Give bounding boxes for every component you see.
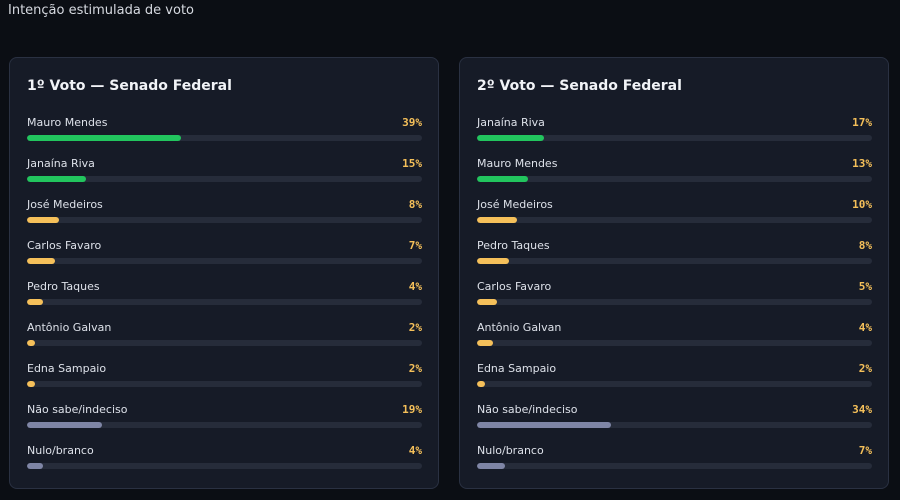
bar-fill <box>477 422 612 428</box>
bar-fill <box>477 340 493 346</box>
bar-fill <box>27 176 87 182</box>
bar-value: 8% <box>858 239 872 252</box>
bar-row: Não sabe/indeciso 34% <box>477 403 872 444</box>
bar-track <box>477 340 872 346</box>
bar-row: Nulo/branco 4% <box>27 444 422 485</box>
bar-value: 7% <box>858 444 872 457</box>
bar-fill <box>477 258 509 264</box>
bar-row: Pedro Taques 4% <box>27 280 422 321</box>
bar-track <box>477 463 872 469</box>
bar-row: Janaína Riva 15% <box>27 157 422 198</box>
bar-list: Mauro Mendes 39% Janaína Riva 15% José Medei… <box>27 116 422 485</box>
bar-value: 34% <box>852 403 872 416</box>
bar-label: Janaína Riva <box>477 116 545 129</box>
bar-row: José Medeiros 8% <box>27 198 422 239</box>
bar-fill <box>27 135 182 141</box>
bar-row: Edna Sampaio 2% <box>477 362 872 403</box>
bar-fill <box>27 463 43 469</box>
bar-label: Não sabe/indeciso <box>477 403 578 416</box>
bar-track <box>477 422 872 428</box>
bar-fill <box>27 340 35 346</box>
bar-value: 7% <box>408 239 422 252</box>
bar-label: Antônio Galvan <box>27 321 112 334</box>
bar-row: Pedro Taques 8% <box>477 239 872 280</box>
bar-row: Antônio Galvan 4% <box>477 321 872 362</box>
bar-value: 2% <box>408 362 422 375</box>
bar-track <box>27 299 422 305</box>
bar-label: Janaína Riva <box>27 157 95 170</box>
bar-list: Janaína Riva 17% Mauro Mendes 13% José Medei… <box>477 116 872 485</box>
bar-track <box>477 299 872 305</box>
bar-row: Não sabe/indeciso 19% <box>27 403 422 444</box>
bar-row: Mauro Mendes 13% <box>477 157 872 198</box>
bar-label: Nulo/branco <box>27 444 94 457</box>
bar-value: 19% <box>402 403 422 416</box>
bar-fill <box>27 299 43 305</box>
bar-track <box>27 258 422 264</box>
bar-fill <box>477 381 485 387</box>
bar-track <box>27 217 422 223</box>
bar-value: 4% <box>858 321 872 334</box>
bar-fill <box>27 258 55 264</box>
bar-value: 5% <box>858 280 872 293</box>
bar-value: 10% <box>852 198 872 211</box>
bar-track <box>477 135 872 141</box>
bar-track <box>27 340 422 346</box>
bar-fill <box>477 176 529 182</box>
bar-label: Edna Sampaio <box>27 362 107 375</box>
bar-fill <box>477 217 517 223</box>
bar-fill <box>477 463 505 469</box>
bar-row: Edna Sampaio 2% <box>27 362 422 403</box>
bar-label: Carlos Favaro <box>477 280 552 293</box>
bar-fill <box>27 422 103 428</box>
bar-track <box>477 176 872 182</box>
card-title: 2º Voto — Senado Federal <box>477 78 682 94</box>
bar-label: José Medeiros <box>477 198 553 211</box>
bar-track <box>477 381 872 387</box>
bar-label: Antônio Galvan <box>477 321 562 334</box>
bar-value: 4% <box>408 280 422 293</box>
bar-track <box>477 217 872 223</box>
bar-label: José Medeiros <box>27 198 103 211</box>
bar-value: 13% <box>852 157 872 170</box>
bar-label: Carlos Favaro <box>27 239 102 252</box>
second-vote-card: 2º Voto — Senado Federal Janaína Riva 17%… <box>459 57 889 489</box>
bar-track <box>27 422 422 428</box>
card-title: 1º Voto — Senado Federal <box>27 78 232 94</box>
bar-row: Antônio Galvan 2% <box>27 321 422 362</box>
bar-value: 39% <box>402 116 422 129</box>
bar-track <box>477 258 872 264</box>
bar-value: 15% <box>402 157 422 170</box>
bar-label: Edna Sampaio <box>477 362 557 375</box>
bar-value: 2% <box>858 362 872 375</box>
bar-value: 2% <box>408 321 422 334</box>
bar-track <box>27 176 422 182</box>
bar-label: Nulo/branco <box>477 444 544 457</box>
bar-label: Pedro Taques <box>477 239 550 252</box>
bar-label: Mauro Mendes <box>27 116 108 129</box>
first-vote-card: 1º Voto — Senado Federal Mauro Mendes 39%… <box>9 57 439 489</box>
bar-track <box>27 381 422 387</box>
bar-row: Mauro Mendes 39% <box>27 116 422 157</box>
bar-row: Carlos Favaro 5% <box>477 280 872 321</box>
bar-label: Pedro Taques <box>27 280 100 293</box>
bar-label: Não sabe/indeciso <box>27 403 128 416</box>
page-title: Intenção estimulada de voto <box>8 3 194 18</box>
bar-label: Mauro Mendes <box>477 157 558 170</box>
bar-value: 8% <box>408 198 422 211</box>
bar-row: Janaína Riva 17% <box>477 116 872 157</box>
bar-fill <box>27 217 59 223</box>
bar-fill <box>477 299 497 305</box>
bar-track <box>27 463 422 469</box>
bar-track <box>27 135 422 141</box>
bar-value: 17% <box>852 116 872 129</box>
bar-fill <box>477 135 545 141</box>
bar-row: Nulo/branco 7% <box>477 444 872 485</box>
bar-fill <box>27 381 35 387</box>
bar-row: José Medeiros 10% <box>477 198 872 239</box>
bar-value: 4% <box>408 444 422 457</box>
bar-row: Carlos Favaro 7% <box>27 239 422 280</box>
